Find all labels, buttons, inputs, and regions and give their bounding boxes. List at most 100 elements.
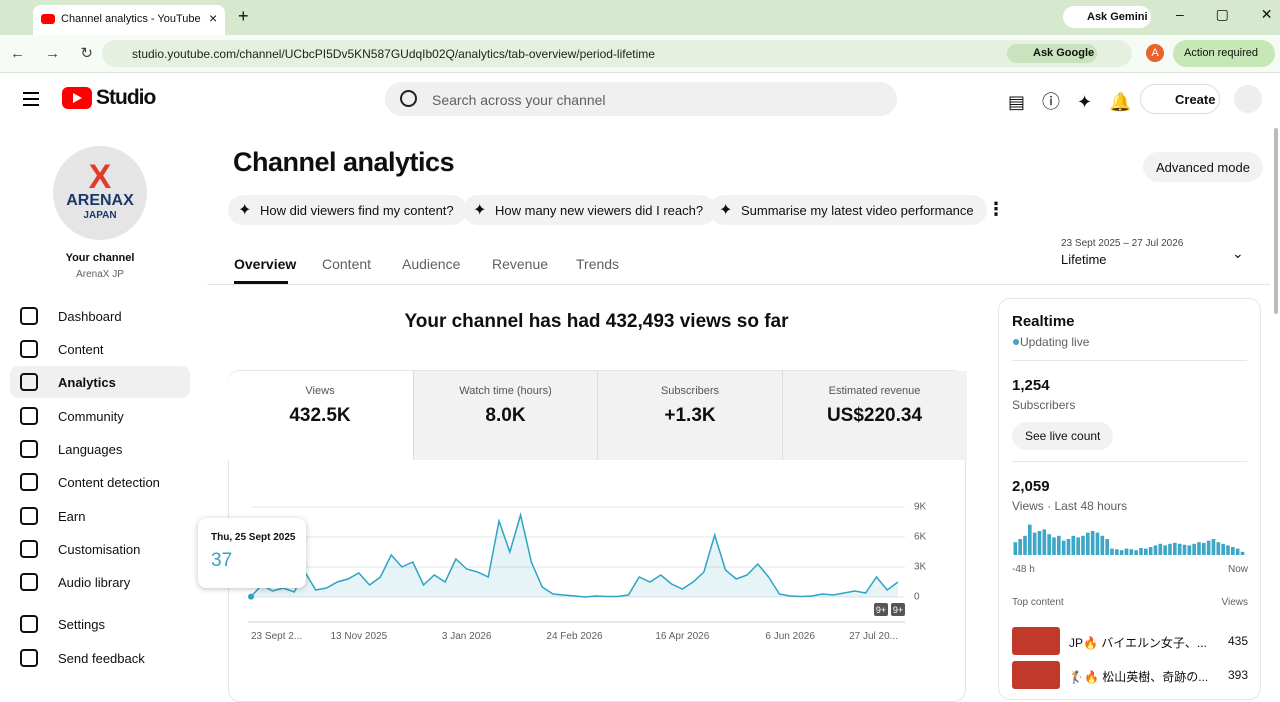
search-icon	[400, 90, 417, 107]
nav-item[interactable]: Analytics	[10, 366, 190, 398]
views-count: 2,059	[1012, 478, 1050, 495]
bar	[1100, 535, 1105, 555]
top-content-label: Top content	[1012, 597, 1064, 608]
item-views: 435	[1227, 634, 1248, 648]
nav-icon	[20, 573, 38, 591]
y-tick-label: 6K	[914, 532, 927, 543]
bar	[1197, 542, 1201, 555]
headline: Your channel has had 432,493 views so fa…	[404, 311, 789, 332]
account[interactable]	[1234, 85, 1262, 113]
bar	[1206, 540, 1211, 555]
bar	[1187, 545, 1192, 555]
nav-item[interactable]: Customisation	[10, 533, 190, 565]
nav-label: Customisation	[58, 541, 141, 557]
metric-value: US$220.34	[826, 405, 923, 426]
x-tick-label: 16 Apr 2026	[655, 631, 709, 642]
metric-label: Subscribers	[660, 385, 720, 397]
nav-label: Audio library	[58, 574, 131, 590]
metric-card[interactable]: Subscribers +1.3K	[597, 371, 782, 460]
nav-item[interactable]: Earn	[10, 500, 190, 532]
ask-google[interactable]: Ask Google	[1007, 44, 1097, 63]
tab[interactable]: Revenue	[492, 256, 549, 272]
nav-item[interactable]: Community	[10, 400, 190, 432]
divider	[1012, 360, 1247, 361]
nav-icon	[20, 407, 38, 425]
sparkle: ✦	[473, 202, 487, 219]
nav-item[interactable]: Settings	[10, 608, 190, 640]
nav-item[interactable]: Languages	[10, 433, 190, 465]
menu[interactable]	[23, 92, 39, 106]
action-required[interactable]: Action required	[1173, 40, 1275, 67]
prompt-chip[interactable]: ✦ Summarise my latest video performance	[709, 195, 987, 225]
channel-avatar[interactable]: X ARENAX JAPAN	[53, 146, 147, 240]
metric-card[interactable]: Estimated revenue US$220.34	[781, 371, 967, 460]
item-title[interactable]: JP🔥 バイエルン女子、...	[1069, 636, 1207, 650]
tab-underline	[234, 281, 288, 284]
metric-card[interactable]: Views 432.5K	[228, 371, 412, 460]
create[interactable]: Create	[1140, 84, 1220, 114]
bar	[1240, 551, 1245, 555]
sparkle: ✦	[719, 202, 733, 219]
nav-label: Content	[58, 341, 104, 357]
new-tab[interactable]: +	[238, 6, 249, 26]
address-bar[interactable]: studio.youtube.com/channel/UCbcPI5Dv5KN5…	[102, 40, 1132, 67]
bar	[1115, 549, 1119, 555]
bar	[1037, 531, 1042, 555]
header-icons[interactable]: ▤ ⓘ ✦ 🔔	[1008, 92, 1132, 112]
search[interactable]: Search across your channel	[385, 82, 897, 116]
tab[interactable]: Trends	[576, 256, 620, 272]
bar	[1139, 547, 1143, 555]
thumbnail[interactable]	[1012, 627, 1060, 655]
bar	[1124, 548, 1129, 555]
item-views: 393	[1227, 668, 1248, 682]
window-controls[interactable]: – ▢ ✕	[1176, 6, 1273, 22]
bar	[1018, 539, 1022, 555]
tooltip-date: Thu, 25 Sept 2025	[211, 532, 296, 543]
nav-buttons[interactable]: ← → ↻	[10, 45, 93, 62]
bar	[1028, 524, 1032, 555]
bar	[1163, 545, 1167, 555]
bar	[1134, 550, 1138, 555]
nav-item[interactable]: Dashboard	[10, 300, 190, 332]
tab-close[interactable]: ×	[209, 10, 218, 26]
bar	[1226, 545, 1230, 555]
bar	[1182, 544, 1187, 555]
nav-label: Community	[58, 408, 124, 424]
tab[interactable]: Content	[322, 256, 372, 272]
profile-avatar[interactable]: A	[1146, 44, 1164, 62]
page-title: Channel analytics	[233, 147, 455, 177]
metric-card[interactable]: Watch time (hours) 8.0K	[412, 371, 598, 460]
bar	[1235, 548, 1240, 555]
tab[interactable]: Audience	[402, 256, 461, 272]
nav-item[interactable]: Send feedback	[10, 642, 190, 674]
item-title[interactable]: 🏌🔥 松山英樹、奇跡の...	[1069, 670, 1209, 684]
your-channel: Your channel	[65, 252, 135, 264]
realtime-title: Realtime	[1012, 313, 1075, 330]
nav-item[interactable]: Audio library	[10, 566, 190, 598]
tooltip: Thu, 25 Sept 2025 37	[198, 518, 306, 588]
x-tick-label: 24 Feb 2026	[546, 631, 603, 642]
period-dropdown[interactable]: ⌄	[1232, 245, 1244, 261]
bar	[1105, 539, 1109, 555]
badge	[874, 603, 888, 616]
tab[interactable]: Overview	[234, 256, 297, 272]
tab[interactable]: Channel analytics - YouTube Studio ×	[33, 5, 225, 35]
charts: 9K 6K 3K 0 23 Sept 2... 13 Nov 2025 3 Jan 2026…	[248, 502, 1245, 642]
ask-gemini[interactable]: Ask Gemini	[1063, 6, 1151, 28]
nav-item[interactable]: Content detection	[10, 466, 190, 498]
subscribers-label: Subscribers	[1012, 398, 1076, 412]
line	[250, 512, 899, 598]
yt-logo[interactable]	[62, 87, 92, 109]
badge-label: 9+	[893, 605, 903, 615]
nav-icon	[20, 540, 38, 558]
period[interactable]: Lifetime	[1061, 252, 1107, 267]
x-tick-label: 3 Jan 2026	[442, 631, 492, 642]
advanced-mode[interactable]: Advanced mode	[1143, 152, 1263, 182]
see-live-count[interactable]: See live count	[1012, 422, 1114, 450]
nav-item[interactable]: Content	[10, 333, 190, 365]
more[interactable]: ⋮	[987, 199, 1005, 219]
prompt-chip[interactable]: ✦ How many new viewers did I reach?	[463, 195, 717, 225]
nav-label: Analytics	[58, 374, 116, 390]
prompt-chip[interactable]: ✦ How did viewers find my content?	[228, 195, 467, 225]
